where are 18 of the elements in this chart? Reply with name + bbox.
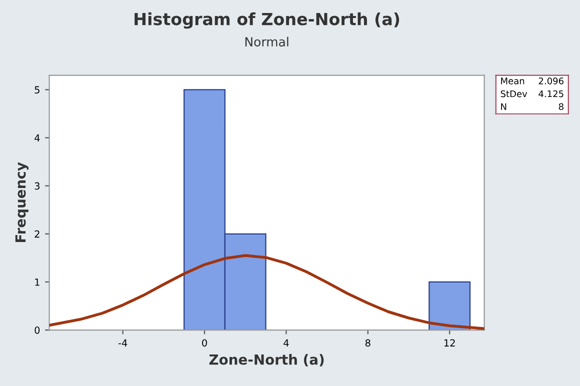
y-tick-label: 2 [34, 230, 40, 238]
x-axis-title: Zone-North (a) [209, 354, 324, 366]
text: Mean 2.096 [501, 77, 564, 84]
chart-title: Histogram of Zone-North (a) [134, 12, 400, 29]
x-tick-label: -4 [118, 339, 128, 346]
chart-subtitle: Normal [245, 36, 288, 46]
y-tick-label: 4 [34, 134, 40, 142]
y-tick-label: 5 [34, 86, 40, 94]
text: StDev 4.125 [500, 90, 564, 98]
x-tick-label: 8 [365, 339, 370, 347]
y-tick-label: 1 [35, 278, 40, 286]
x-tick-label: 12 [444, 339, 455, 346]
x-tick-label: 0 [202, 339, 207, 347]
x-tick-label: 4 [284, 339, 289, 346]
y-axis-title: Frequency [15, 162, 29, 242]
y-tick-label: 3 [34, 182, 40, 190]
y-tick-label: 0 [34, 326, 40, 334]
text: N 8 [501, 103, 564, 110]
